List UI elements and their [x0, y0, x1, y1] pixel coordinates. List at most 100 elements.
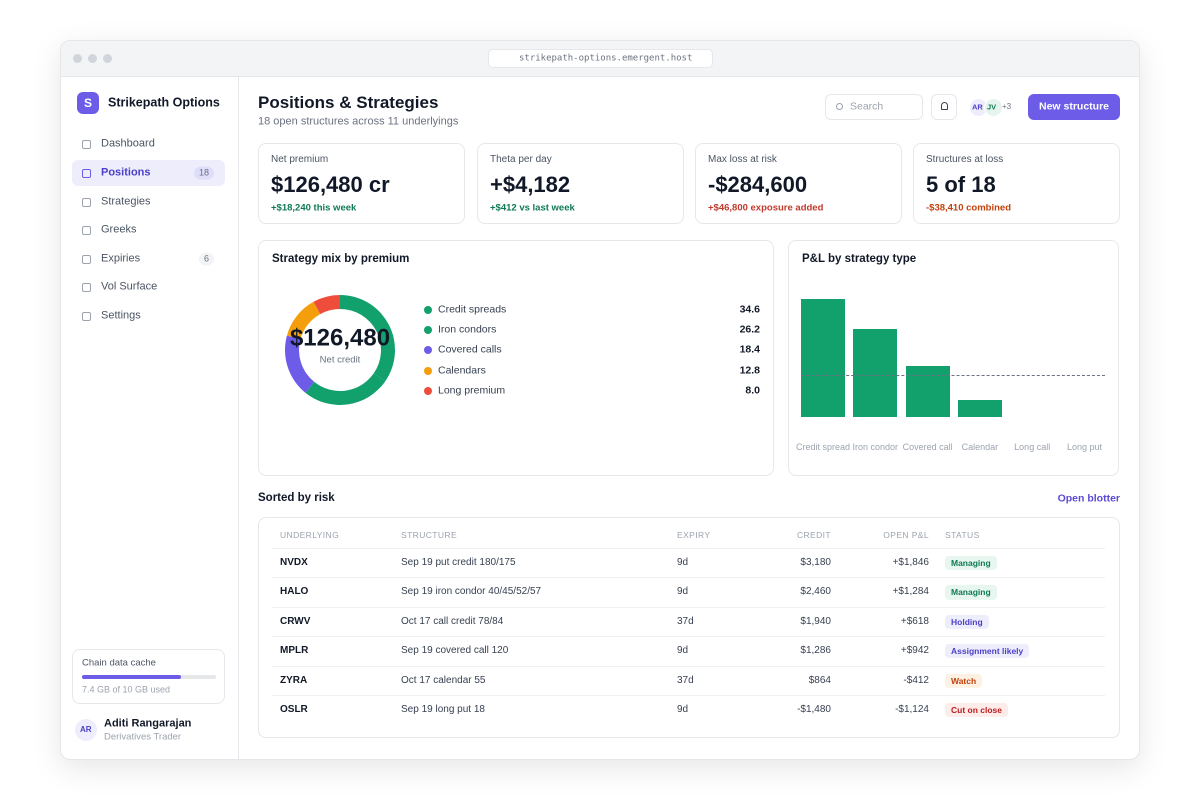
nav-item[interactable]: Strategies [101, 195, 151, 208]
kpi-value: -$284,600 [708, 171, 808, 197]
nav-item[interactable]: Dashboard [101, 137, 155, 150]
donut-center-value: $126,480 [289, 324, 391, 352]
user-avatar [75, 719, 97, 741]
bell-icon [941, 102, 948, 110]
legend-swatch [424, 306, 432, 314]
kpi-value: 5 of 18 [926, 171, 996, 197]
legend-value: 8.0 [745, 384, 760, 397]
donut-chart [285, 295, 395, 405]
table-cell: +$1,284 [892, 586, 929, 598]
chart-title: Strategy mix by premium [272, 253, 410, 266]
chart-title: P&L by strategy type [802, 253, 917, 266]
table-cell: 9d [677, 645, 689, 657]
nav-item[interactable]: Positions [101, 166, 151, 179]
table-cell: -$1,480 [797, 704, 831, 715]
cache-title: Chain data cache [82, 657, 156, 669]
nav-icon [82, 140, 91, 149]
table-cell: 37d [677, 615, 694, 627]
avatar-circle [984, 98, 1003, 117]
notification-button[interactable] [931, 94, 957, 120]
nav-item[interactable]: Settings [101, 309, 141, 322]
row-divider [272, 606, 1105, 608]
row-divider [272, 548, 1105, 549]
bar [957, 400, 1002, 417]
table-title: Sorted by risk [258, 492, 335, 505]
table-cell: +$1,846 [892, 557, 929, 568]
column-header: EXPIRY [677, 529, 711, 540]
donut-segment [305, 373, 386, 405]
table-cell: Sep 19 long put 18 [401, 704, 485, 715]
ticker: OSLR [280, 704, 308, 715]
table-cell: 9d [677, 557, 689, 568]
row-divider [272, 636, 1105, 638]
search-placeholder: Search [850, 100, 884, 113]
table-cell: Oct 17 call credit 78/84 [401, 615, 504, 627]
logo-letter: S [84, 95, 93, 110]
ticker: CRWV [280, 615, 311, 627]
legend-value: 26.2 [739, 323, 760, 336]
table-cell: -$412 [903, 674, 929, 686]
new-structure-label: New structure [1039, 100, 1110, 113]
cache-usage: 7.4 GB of 10 GB used [82, 684, 171, 695]
user-name: Aditi Rangarajan [104, 717, 192, 730]
nav-item[interactable]: Vol Surface [101, 280, 158, 293]
nav-item[interactable]: Greeks [101, 223, 137, 236]
user-initials: AR [80, 725, 92, 735]
table-cell: -$1,124 [895, 704, 929, 715]
table-cell: Sep 19 iron condor 40/45/52/57 [401, 586, 542, 598]
kpi-delta: +$18,240 this week [271, 202, 357, 214]
ticker: HALO [280, 586, 309, 598]
nav-item[interactable]: Expiries [101, 252, 141, 265]
ticker: ZYRA [280, 674, 308, 686]
kpi-card [695, 143, 902, 224]
donut-segment [285, 335, 315, 393]
nav-icon [82, 169, 91, 178]
column-header: STATUS [945, 529, 980, 540]
donut-segment [340, 295, 395, 382]
chart-card [258, 240, 774, 476]
table-cell: +$618 [900, 615, 929, 627]
brand-name: Strikepath Options [108, 95, 220, 110]
table-cell: 37d [677, 674, 694, 686]
title-bar: strikepath-options.emergent.host [61, 41, 1139, 77]
ticker: NVDX [280, 557, 308, 568]
legend-label: Long premium [438, 384, 506, 397]
status-pill: Managing [945, 585, 997, 600]
kpi-delta: +$412 vs last week [490, 202, 575, 214]
kpi-delta: +$46,800 exposure added [708, 202, 824, 214]
window-dot [88, 54, 97, 63]
search-box[interactable] [825, 94, 923, 120]
legend-label: Credit spreads [438, 303, 507, 316]
kpi-label: Theta per day [490, 154, 552, 165]
nav-badge: 18 [193, 166, 214, 180]
x-tick-label: Long call [1014, 442, 1051, 452]
table-cell: 9d [677, 586, 689, 598]
page-title: Positions & Strategies [258, 92, 439, 112]
avatar-more: +3 [1002, 102, 1012, 112]
window-dot [103, 54, 112, 63]
avatar-initials: AR [972, 102, 983, 112]
row-divider [272, 695, 1105, 696]
kpi-card [258, 143, 465, 224]
table-cell: $864 [808, 674, 831, 686]
x-tick-label: Iron condor [852, 442, 899, 452]
nav-icon [82, 312, 91, 321]
sidebar [61, 76, 239, 759]
page-subtitle: 18 open structures across 11 underlyings [258, 115, 459, 128]
column-header: UNDERLYING [280, 529, 340, 540]
row-divider [272, 577, 1105, 579]
legend-swatch [424, 346, 432, 354]
legend-label: Iron condors [438, 323, 497, 336]
kpi-value: +$4,182 [490, 171, 571, 197]
x-tick-label: Calendar [961, 442, 999, 452]
table-cell: $1,286 [800, 645, 831, 657]
table-cell: 9d [677, 704, 689, 715]
open-blotter-link[interactable]: Open blotter [1057, 492, 1120, 505]
status-pill: Managing [945, 555, 997, 571]
table-cell: +$942 [900, 645, 929, 657]
new-structure-button[interactable] [1028, 94, 1120, 120]
status-pill: Holding [945, 614, 989, 629]
url-bar[interactable]: strikepath-options.emergent.host [488, 49, 713, 68]
nav-icon [82, 226, 91, 235]
logo [77, 92, 99, 114]
